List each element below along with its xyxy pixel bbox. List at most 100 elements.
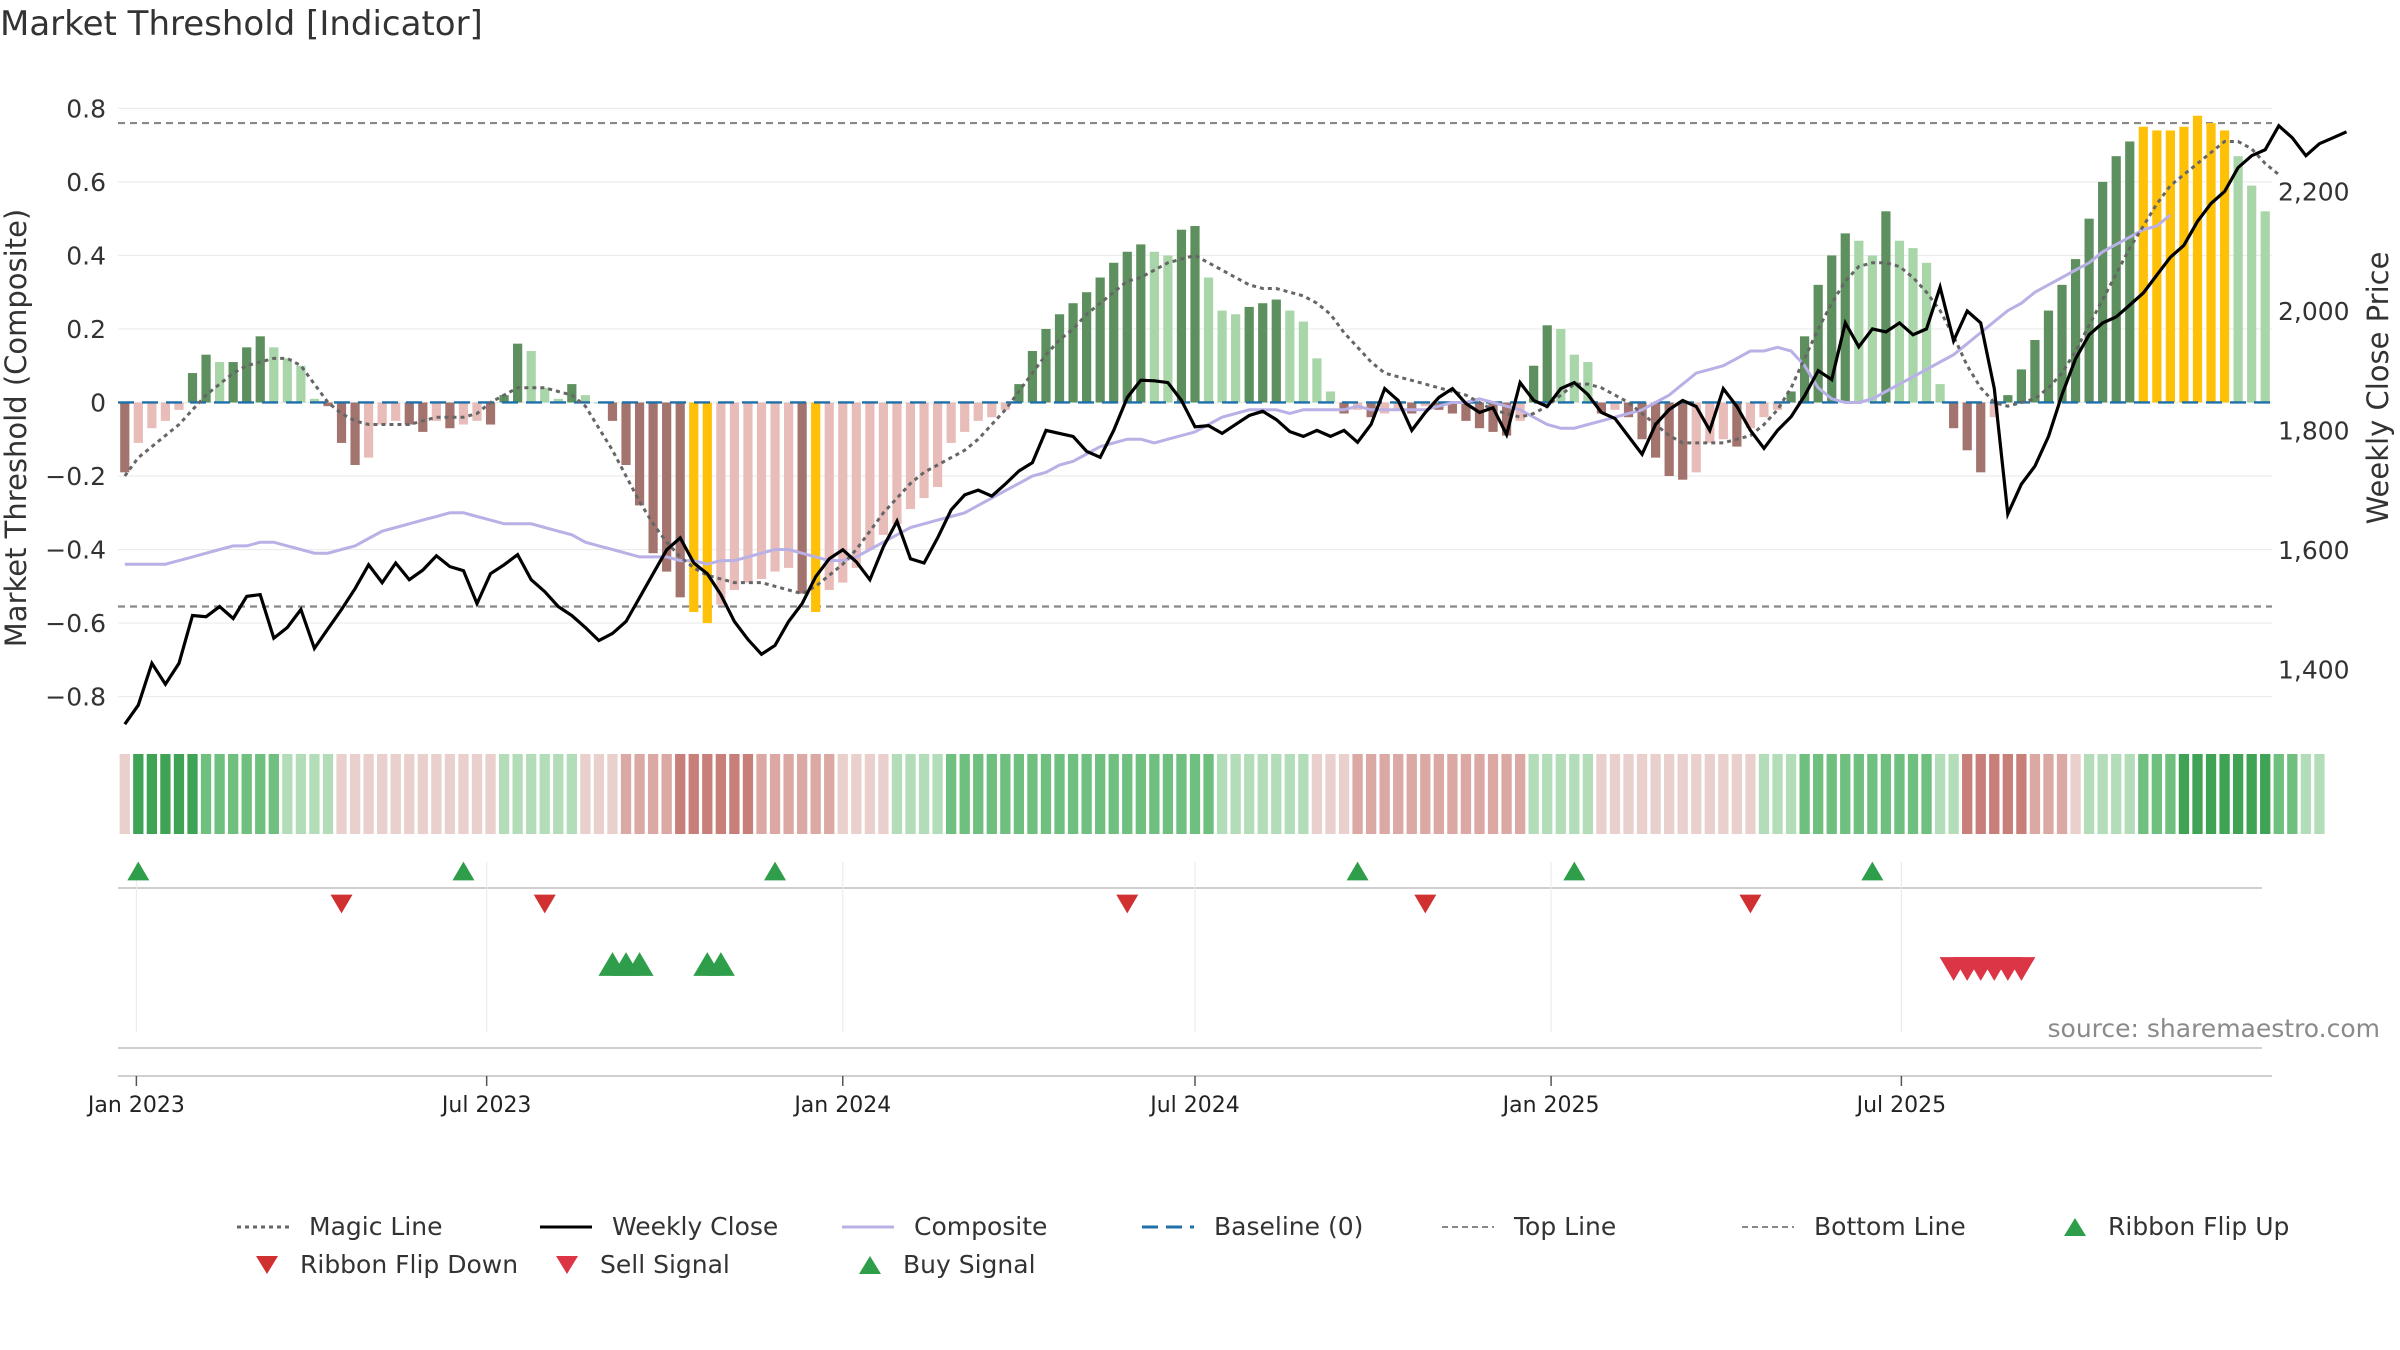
- composite-bar: [1921, 262, 1932, 403]
- ribbon-cell: [1975, 754, 1986, 834]
- composite-bar: [1637, 402, 1647, 440]
- ribbon-cell: [620, 754, 632, 834]
- ribbon-cell: [404, 754, 415, 834]
- legend-item-top-line: Top Line: [1440, 1212, 1616, 1241]
- ribbon-cell: [1650, 754, 1661, 834]
- composite-bar: [1678, 402, 1688, 480]
- composite-bar: [1407, 402, 1417, 414]
- buy-signal-marker: [706, 952, 735, 976]
- ribbon-cell: [1880, 754, 1892, 834]
- ribbon-cell: [864, 754, 876, 834]
- composite-bar: [1854, 240, 1864, 403]
- composite-bar: [919, 402, 929, 499]
- ribbon-cell: [2273, 754, 2284, 834]
- composite-bar: [2043, 310, 2054, 403]
- ribbon-cell: [2097, 754, 2108, 834]
- ribbon-cell: [146, 754, 158, 834]
- ribbon-cell: [2016, 754, 2027, 834]
- composite-bar: [987, 402, 997, 418]
- composite-bar: [1515, 402, 1525, 421]
- composite-bar: [607, 402, 618, 421]
- ribbon-cell: [2029, 754, 2041, 834]
- ribbon-cell: [539, 754, 550, 834]
- ribbon-cell: [593, 754, 605, 834]
- legend-label: Ribbon Flip Down: [300, 1250, 519, 1279]
- ribbon-cell: [905, 754, 916, 834]
- ribbon-cell: [2111, 754, 2122, 834]
- ribbon-cell: [1000, 754, 1011, 834]
- legend-symbol-sell-signal: [556, 1255, 578, 1274]
- composite-bar: [783, 402, 794, 568]
- legend: Magic Line Weekly Close Composite Baseline …: [0, 1200, 2400, 1280]
- composite-bar: [1935, 384, 1945, 403]
- composite-bar: [242, 347, 252, 403]
- ribbon-cell: [1257, 754, 1268, 834]
- composite-bar: [716, 402, 726, 605]
- composite-bar: [445, 402, 455, 429]
- composite-bar: [1650, 402, 1661, 458]
- ribbon-cell: [417, 754, 428, 834]
- ribbon-cell: [2056, 754, 2068, 834]
- composite-bar: [1623, 402, 1634, 418]
- ribbon-cell: [1718, 754, 1729, 834]
- composite-bar: [1745, 402, 1756, 429]
- ribbon-cell: [1867, 754, 1878, 834]
- ribbon-cell: [336, 754, 347, 834]
- ribbon-cell: [1420, 754, 1431, 834]
- composite-bar: [1786, 391, 1796, 403]
- ribbon-cell: [946, 754, 957, 834]
- ribbon-cell: [2300, 754, 2312, 834]
- composite-bar: [485, 402, 496, 425]
- composite-bar: [499, 395, 509, 403]
- ribbon-cell: [1664, 754, 1675, 834]
- legend-item-magic-line: Magic Line: [235, 1212, 443, 1241]
- ribbon-cell: [729, 754, 740, 834]
- ribbon-cell: [1474, 754, 1485, 834]
- composite-bar: [1908, 248, 1918, 403]
- composite-bar: [1149, 251, 1159, 403]
- y-tick-label-left: 0.6: [66, 168, 106, 197]
- y-tick-label-left: 0.4: [66, 241, 106, 270]
- composite-bar: [1041, 328, 1051, 403]
- weekly-close-line: [123, 123, 2348, 726]
- legend-label: Baseline (0): [1214, 1212, 1364, 1241]
- ribbon-cell: [1040, 754, 1052, 834]
- ribbon-cell: [973, 754, 984, 834]
- ribbon-cell: [2043, 754, 2054, 834]
- ribbon-cell: [1758, 754, 1770, 834]
- ribbon-cell: [1027, 754, 1038, 834]
- composite-bar: [282, 358, 292, 403]
- ribbon-cell: [1216, 754, 1228, 834]
- composite-bar: [431, 402, 441, 421]
- ribbon-cell: [1406, 754, 1417, 834]
- composite-bar: [567, 384, 577, 403]
- ribbon-cell: [1013, 754, 1025, 834]
- legend-label: Buy Signal: [903, 1250, 1036, 1279]
- composite-bar: [1298, 321, 1308, 403]
- composite-bar: [2098, 181, 2108, 403]
- ribbon-cell: [1894, 754, 1905, 834]
- ribbon-cell: [2246, 754, 2257, 834]
- ribbon-cell: [200, 754, 212, 834]
- composite-bar: [513, 343, 523, 403]
- legend-label: Top Line: [1514, 1212, 1617, 1241]
- ribbon-cell: [1487, 754, 1499, 834]
- composite-bar: [1461, 402, 1471, 421]
- composite-bar: [2030, 339, 2040, 403]
- ribbon-cell: [512, 754, 523, 834]
- composite-bar: [878, 402, 889, 535]
- threshold-lines: [118, 121, 2272, 608]
- ribbon-cell: [133, 754, 144, 834]
- ribbon-cell: [1067, 754, 1079, 834]
- composite-bar: [120, 402, 130, 473]
- composite-bar: [2152, 130, 2162, 403]
- magic-line: [123, 140, 2280, 596]
- composite-bar: [811, 402, 821, 613]
- composite-bar: [851, 402, 861, 568]
- composite-bar: [1271, 299, 1281, 403]
- legend-marker: [256, 1255, 278, 1274]
- legend-label: Magic Line: [309, 1212, 443, 1241]
- ribbon-flip-up-marker: [1563, 861, 1586, 881]
- composite-bar: [1420, 402, 1430, 407]
- composite-bar: [1285, 310, 1295, 403]
